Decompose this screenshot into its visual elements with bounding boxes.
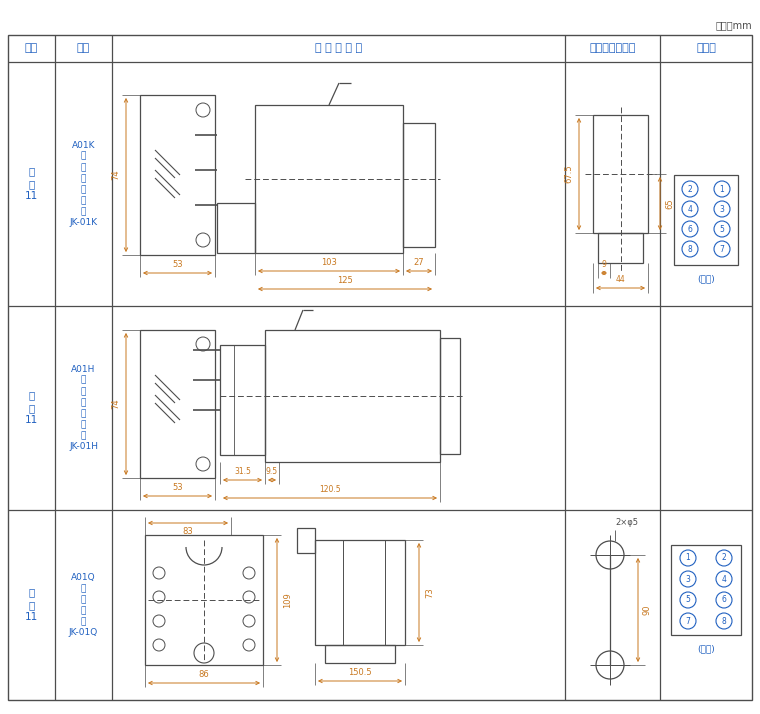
Text: 31.5: 31.5	[234, 467, 251, 476]
Text: 74: 74	[111, 398, 120, 409]
Bar	[220, 345, 265, 455]
Text: 8: 8	[688, 244, 692, 253]
Text: 53: 53	[173, 483, 183, 492]
Text: 4: 4	[721, 575, 727, 583]
Text: 86: 86	[198, 670, 209, 679]
Text: 74: 74	[111, 170, 120, 181]
Bar	[145, 535, 263, 665]
Text: A01H
凸
出
板
后
接
线
JK-01H: A01H 凸 出 板 后 接 线 JK-01H	[69, 365, 98, 451]
Bar	[265, 330, 440, 462]
Text: 83: 83	[182, 527, 193, 536]
Bar	[315, 540, 405, 645]
Text: 65: 65	[665, 198, 674, 208]
Text: 6: 6	[688, 224, 692, 233]
Text: 1: 1	[720, 184, 724, 193]
Text: 9.5: 9.5	[266, 467, 278, 476]
Bar	[403, 123, 435, 247]
Text: 53: 53	[173, 260, 183, 269]
Bar	[255, 105, 403, 253]
Text: 109: 109	[283, 592, 292, 608]
Text: 单位：mm: 单位：mm	[715, 20, 752, 30]
Text: 73: 73	[425, 587, 434, 598]
Text: 103: 103	[321, 258, 337, 267]
Text: 1: 1	[686, 553, 690, 563]
Text: 结构: 结构	[77, 44, 90, 54]
Text: 44: 44	[616, 275, 625, 284]
Bar	[140, 95, 215, 255]
Text: 5: 5	[720, 224, 724, 233]
Text: 27: 27	[413, 258, 424, 267]
Text: 3: 3	[720, 204, 724, 213]
Bar	[671, 545, 741, 635]
Text: 125: 125	[337, 276, 353, 285]
Text: 附
图
11: 附 图 11	[25, 588, 38, 623]
Text: (背视): (背视)	[697, 274, 715, 283]
Text: 附
图
11: 附 图 11	[25, 166, 38, 201]
Text: 端子图: 端子图	[696, 44, 716, 54]
Bar	[593, 115, 648, 233]
Text: (前视): (前视)	[697, 645, 715, 653]
Bar	[325, 645, 395, 663]
Text: 6: 6	[721, 595, 727, 605]
Text: 67.5: 67.5	[564, 165, 573, 183]
Text: 8: 8	[722, 616, 727, 625]
Text: 3: 3	[686, 575, 690, 583]
Text: 外 形 尺 寸 图: 外 形 尺 寸 图	[315, 44, 362, 54]
Text: 2×φ5: 2×φ5	[615, 518, 638, 527]
Text: 5: 5	[686, 595, 690, 605]
Bar	[217, 203, 255, 253]
Text: 2: 2	[688, 184, 692, 193]
Bar	[297, 528, 315, 553]
Bar	[674, 175, 738, 265]
Bar	[140, 330, 215, 478]
Text: 2: 2	[722, 553, 727, 563]
Text: 9: 9	[602, 260, 606, 269]
Text: 图号: 图号	[25, 44, 38, 54]
Text: 附
图
11: 附 图 11	[25, 391, 38, 426]
Text: 150.5: 150.5	[348, 668, 372, 677]
Bar	[598, 233, 643, 263]
Text: 安装开孔尺寸图: 安装开孔尺寸图	[589, 44, 635, 54]
Text: A01K
嵌
入
式
后
接
线
JK-01K: A01K 嵌 入 式 后 接 线 JK-01K	[69, 141, 97, 227]
Bar	[440, 338, 460, 454]
Text: 7: 7	[686, 616, 690, 625]
Text: A01Q
板
前
接
线
JK-01Q: A01Q 板 前 接 线 JK-01Q	[69, 573, 98, 638]
Text: 4: 4	[688, 204, 692, 213]
Text: 90: 90	[643, 605, 652, 615]
Text: 120.5: 120.5	[319, 485, 340, 494]
Text: 7: 7	[720, 244, 724, 253]
